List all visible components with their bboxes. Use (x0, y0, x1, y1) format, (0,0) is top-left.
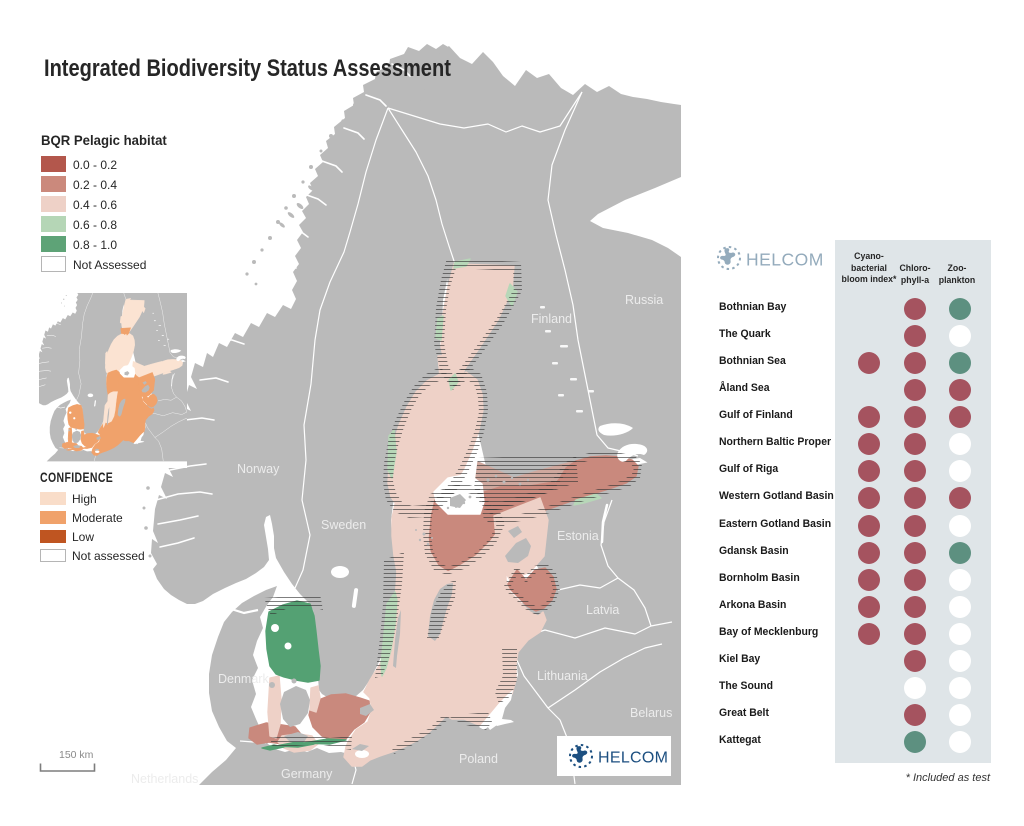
svg-text:Belarus: Belarus (630, 706, 672, 720)
svg-text:Finland: Finland (531, 312, 572, 326)
svg-text:Germany: Germany (281, 767, 333, 781)
svg-text:HELCOM: HELCOM (746, 250, 824, 270)
svg-text:Lithuania: Lithuania (537, 669, 588, 683)
svg-text:Denmark: Denmark (218, 672, 269, 686)
svg-text:150 km: 150 km (59, 749, 94, 761)
svg-text:Poland: Poland (459, 752, 498, 766)
svg-text:Russia: Russia (625, 293, 663, 307)
svg-text:HELCOM: HELCOM (598, 750, 668, 767)
svg-text:Estonia: Estonia (557, 529, 599, 543)
svg-text:Latvia: Latvia (586, 603, 619, 617)
svg-text:Sweden: Sweden (321, 518, 366, 532)
svg-text:Norway: Norway (237, 462, 280, 476)
svg-text:Netherlands: Netherlands (131, 772, 198, 786)
